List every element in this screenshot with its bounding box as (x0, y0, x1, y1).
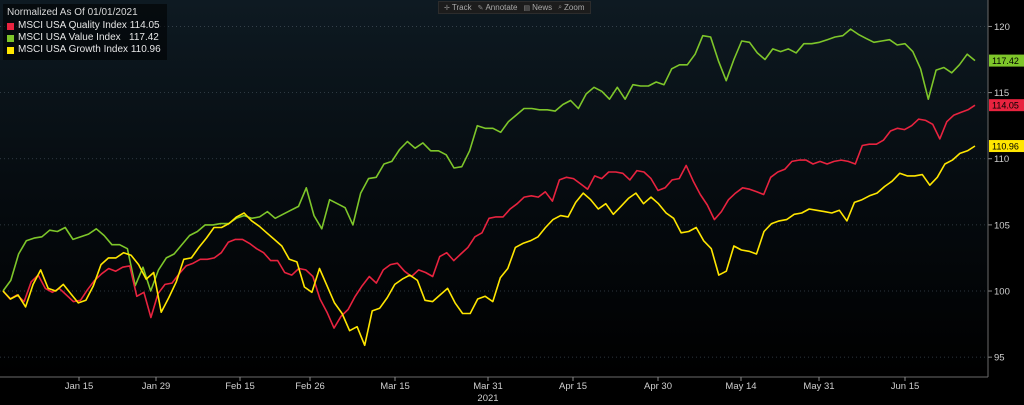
x-tick-label: Apr 30 (644, 381, 672, 392)
series-lines (2, 28, 976, 347)
x-tick-label: Mar 15 (380, 381, 410, 392)
end-label-box-msci-usa-growth-index (989, 140, 1024, 153)
legend-value-growth: 110.96 (130, 44, 161, 55)
x-tick-label: Mar 31 (473, 381, 503, 392)
series-line-msci-usa-quality-index[interactable] (2, 104, 976, 329)
news-icon: ▤ (523, 4, 531, 12)
series-line-msci-usa-value-index[interactable] (2, 28, 976, 292)
legend-item-growth[interactable]: MSCI USA Growth Index 110.96 (7, 44, 161, 56)
x-year-label: 2021 (477, 393, 498, 404)
end-label-value-msci-usa-quality-index: 114.05 (992, 101, 1019, 111)
y-tick-label-95: 95 (994, 353, 1005, 364)
legend-item-value[interactable]: MSCI USA Value Index 117.42 (7, 32, 161, 44)
legend-item-quality[interactable]: MSCI USA Quality Index 114.05 (7, 20, 161, 32)
legend-label-growth: MSCI USA Growth Index (18, 44, 129, 55)
x-tick-label: Feb 15 (225, 381, 255, 392)
x-tick-label: May 14 (725, 381, 756, 392)
x-tick-label: Jan 15 (65, 381, 94, 392)
legend-swatch-growth (7, 46, 14, 54)
x-tick-label: May 31 (803, 381, 834, 392)
chart-toolbar: ✛ Track ✎ Annotate ▤ News ⌕ Zoom (438, 1, 591, 14)
y-tick-label-100: 100 (994, 287, 1010, 298)
end-label-box-msci-usa-quality-index (989, 99, 1024, 112)
y-tick-label-120: 120 (994, 22, 1010, 33)
track-button[interactable]: ✛ Track (444, 3, 472, 12)
crosshair-icon: ✛ (444, 4, 450, 12)
legend-label-quality: MSCI USA Quality Index (18, 20, 127, 31)
legend-swatch-value (7, 34, 14, 42)
pencil-icon: ✎ (477, 4, 484, 12)
x-tick-label: Jun 15 (891, 381, 920, 392)
legend-header: Normalized As Of 01/01/2021 (7, 7, 138, 18)
legend: Normalized As Of 01/01/2021 MSCI USA Qua… (3, 4, 167, 60)
end-label-value-msci-usa-value-index: 117.42 (992, 56, 1019, 66)
y-tick-label-110: 110 (994, 154, 1009, 165)
magnifier-icon: ⌕ (558, 3, 563, 11)
y-tick-label-105: 105 (994, 220, 1010, 231)
y-tick-label-115: 115 (994, 88, 1009, 99)
legend-label-value: MSCI USA Value Index (18, 32, 121, 43)
x-tick-label: Apr 15 (559, 381, 587, 392)
legend-value-value: 117.42 (129, 32, 159, 43)
legend-value-quality: 114.05 (129, 20, 160, 31)
end-value-labels: 117.42 114.05 110.96 (989, 54, 1024, 153)
end-label-box-msci-usa-value-index (989, 54, 1024, 67)
legend-swatch-quality (7, 22, 14, 30)
annotate-button[interactable]: ✎ Annotate (477, 3, 518, 12)
news-button[interactable]: ▤ News (523, 3, 553, 12)
plot-background (0, 0, 988, 377)
series-line-msci-usa-growth-index[interactable] (2, 145, 976, 347)
x-tick-label: Jan 29 (142, 381, 171, 392)
zoom-button[interactable]: ⌕ Zoom (558, 3, 585, 12)
x-tick-label: Feb 26 (295, 381, 325, 392)
end-label-value-msci-usa-growth-index: 110.96 (992, 142, 1019, 152)
